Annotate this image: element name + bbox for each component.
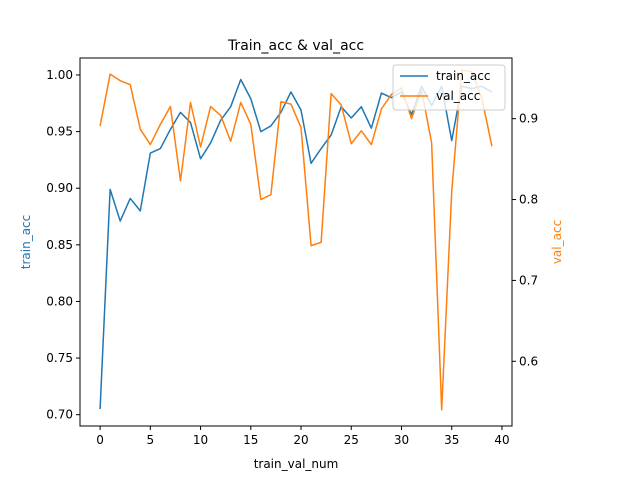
legend-val-acc-label: val_acc	[436, 89, 480, 103]
y-left-tick-label: 0.95	[46, 125, 73, 139]
x-tick-label: 5	[147, 433, 155, 447]
y-right-tick-label: 0.8	[519, 193, 538, 207]
y-axis-left-label: train_acc	[19, 215, 33, 269]
x-tick-label: 10	[193, 433, 208, 447]
x-tick-label: 35	[444, 433, 459, 447]
y-right-tick-label: 0.7	[519, 273, 538, 287]
series-line-val-acc	[99, 69, 493, 411]
y-axis-right-label: val_acc	[550, 220, 564, 264]
axes-frame	[79, 57, 513, 427]
y-left-tick-label: 0.85	[46, 238, 73, 252]
axis-ticks: 0 5 10 15 20 25 30 35 40 0.70 0.75 0.80 0.85 0.90 0.95…	[46, 68, 538, 447]
x-tick-label: 30	[394, 433, 409, 447]
x-tick-label: 20	[293, 433, 308, 447]
x-tick-label: 15	[243, 433, 258, 447]
chart-title: Train_acc & val_acc	[227, 38, 364, 54]
legend-train-acc-label: train_acc	[436, 69, 490, 83]
x-tick-label: 40	[494, 433, 509, 447]
y-left-tick-label: 0.80	[46, 294, 73, 308]
y-right-tick-label: 0.6	[519, 354, 538, 368]
y-left-tick-label: 1.00	[46, 68, 73, 82]
x-axis-label: train_val_num	[254, 457, 339, 471]
legend: train_acc val_acc	[392, 64, 506, 111]
y-left-tick-label: 0.75	[46, 351, 73, 365]
y-right-tick-label: 0.9	[519, 112, 538, 126]
x-tick-label: 25	[344, 433, 359, 447]
y-left-tick-label: 0.90	[46, 181, 73, 195]
x-tick-label: 0	[96, 433, 104, 447]
y-left-tick-label: 0.70	[46, 408, 73, 422]
